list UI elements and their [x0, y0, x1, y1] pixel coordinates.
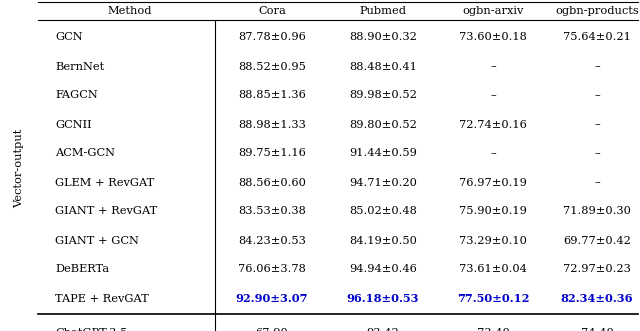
Text: 85.02±0.48: 85.02±0.48	[349, 207, 417, 216]
Text: ACM-GCN: ACM-GCN	[55, 149, 115, 159]
Text: 77.50±0.12: 77.50±0.12	[457, 293, 529, 304]
Text: 69.77±0.42: 69.77±0.42	[563, 235, 631, 246]
Text: 75.90±0.19: 75.90±0.19	[459, 207, 527, 216]
Text: 93.42: 93.42	[367, 328, 399, 331]
Text: Vector-output: Vector-output	[14, 128, 24, 208]
Text: 73.60±0.18: 73.60±0.18	[459, 32, 527, 42]
Text: 84.19±0.50: 84.19±0.50	[349, 235, 417, 246]
Text: GCN: GCN	[55, 32, 83, 42]
Text: 88.52±0.95: 88.52±0.95	[238, 62, 306, 71]
Text: 72.74±0.16: 72.74±0.16	[459, 119, 527, 129]
Text: –: –	[594, 90, 600, 101]
Text: –: –	[490, 90, 496, 101]
Text: 76.97±0.19: 76.97±0.19	[459, 177, 527, 187]
Text: ogbn-products: ogbn-products	[555, 6, 639, 16]
Text: 75.64±0.21: 75.64±0.21	[563, 32, 631, 42]
Text: Pubmed: Pubmed	[360, 6, 406, 16]
Text: –: –	[594, 62, 600, 71]
Text: 87.78±0.96: 87.78±0.96	[238, 32, 306, 42]
Text: 88.48±0.41: 88.48±0.41	[349, 62, 417, 71]
Text: –: –	[594, 177, 600, 187]
Text: 91.44±0.59: 91.44±0.59	[349, 149, 417, 159]
Text: 89.75±1.16: 89.75±1.16	[238, 149, 306, 159]
Text: 89.80±0.52: 89.80±0.52	[349, 119, 417, 129]
Text: –: –	[490, 62, 496, 71]
Text: –: –	[594, 149, 600, 159]
Text: GLEM + RevGAT: GLEM + RevGAT	[55, 177, 154, 187]
Text: ogbn-arxiv: ogbn-arxiv	[462, 6, 524, 16]
Text: Cora: Cora	[258, 6, 286, 16]
Text: 74.40: 74.40	[580, 328, 613, 331]
Text: 84.23±0.53: 84.23±0.53	[238, 235, 306, 246]
Text: 76.06±3.78: 76.06±3.78	[238, 264, 306, 274]
Text: 82.34±0.36: 82.34±0.36	[561, 293, 633, 304]
Text: –: –	[490, 149, 496, 159]
Text: 92.90±3.07: 92.90±3.07	[236, 293, 308, 304]
Text: 73.61±0.04: 73.61±0.04	[459, 264, 527, 274]
Text: 88.85±1.36: 88.85±1.36	[238, 90, 306, 101]
Text: TAPE + RevGAT: TAPE + RevGAT	[55, 294, 148, 304]
Text: ChatGPT-3.5: ChatGPT-3.5	[55, 328, 127, 331]
Text: 73.29±0.10: 73.29±0.10	[459, 235, 527, 246]
Text: 88.98±1.33: 88.98±1.33	[238, 119, 306, 129]
Text: GIANT + GCN: GIANT + GCN	[55, 235, 139, 246]
Text: –: –	[594, 119, 600, 129]
Text: 71.89±0.30: 71.89±0.30	[563, 207, 631, 216]
Text: Method: Method	[108, 6, 152, 16]
Text: 89.98±0.52: 89.98±0.52	[349, 90, 417, 101]
Text: 88.56±0.60: 88.56±0.60	[238, 177, 306, 187]
Text: 73.40: 73.40	[477, 328, 509, 331]
Text: FAGCN: FAGCN	[55, 90, 98, 101]
Text: 67.90: 67.90	[255, 328, 289, 331]
Text: 83.53±0.38: 83.53±0.38	[238, 207, 306, 216]
Text: GIANT + RevGAT: GIANT + RevGAT	[55, 207, 157, 216]
Text: 96.18±0.53: 96.18±0.53	[347, 293, 419, 304]
Text: 88.90±0.32: 88.90±0.32	[349, 32, 417, 42]
Text: GCNII: GCNII	[55, 119, 92, 129]
Text: 94.94±0.46: 94.94±0.46	[349, 264, 417, 274]
Text: DeBERTa: DeBERTa	[55, 264, 109, 274]
Text: 72.97±0.23: 72.97±0.23	[563, 264, 631, 274]
Text: 94.71±0.20: 94.71±0.20	[349, 177, 417, 187]
Text: BernNet: BernNet	[55, 62, 104, 71]
